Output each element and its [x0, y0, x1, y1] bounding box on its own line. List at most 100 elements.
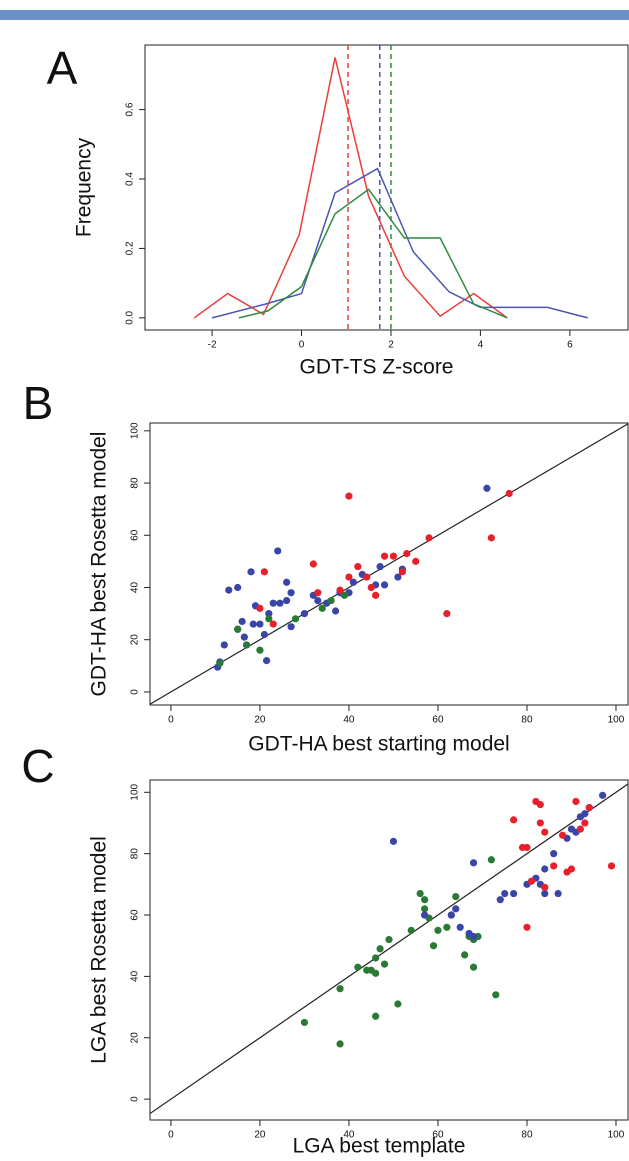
point	[536, 819, 544, 827]
point	[487, 534, 495, 542]
point	[283, 578, 291, 586]
point	[581, 810, 589, 818]
point	[492, 991, 500, 999]
identity-line	[150, 423, 628, 705]
point	[327, 596, 335, 605]
point	[421, 911, 429, 919]
point	[291, 615, 300, 623]
point	[256, 604, 264, 612]
point	[354, 563, 362, 571]
y-tick-label: 40	[130, 970, 141, 982]
y-axis-title: GDT-HA best Rosetta model	[88, 432, 111, 697]
point	[407, 926, 415, 934]
point	[380, 960, 389, 968]
point	[336, 1040, 344, 1048]
point	[247, 568, 255, 576]
point	[585, 804, 593, 812]
point	[469, 963, 478, 971]
y-tick-label: 0	[130, 1096, 141, 1102]
point	[429, 942, 438, 950]
point	[249, 620, 257, 628]
point	[372, 591, 380, 599]
point	[385, 935, 393, 944]
point	[510, 816, 518, 824]
point	[376, 563, 384, 571]
y-tick-label: 0	[130, 689, 141, 695]
point	[340, 591, 349, 599]
header-bar	[0, 10, 629, 20]
panel-label: C	[21, 740, 54, 792]
series-line	[193, 57, 508, 319]
series-line	[238, 188, 508, 319]
x-tick-label: 100	[608, 715, 625, 726]
point	[389, 552, 398, 560]
point	[256, 646, 264, 654]
y-tick-label: 0.4	[125, 172, 136, 186]
series-line	[211, 167, 588, 319]
point	[541, 889, 549, 898]
x-axis-title: LGA best template	[293, 1135, 466, 1158]
point	[558, 831, 567, 839]
plot-area	[150, 783, 628, 1115]
point	[349, 578, 357, 586]
point	[283, 596, 291, 605]
point	[367, 583, 375, 592]
x-tick-label: 4	[478, 340, 484, 351]
point	[505, 489, 513, 498]
point	[336, 586, 344, 594]
x-tick-label: 6	[567, 340, 573, 351]
point	[274, 547, 282, 555]
point	[238, 617, 246, 626]
point	[345, 573, 353, 581]
y-tick-label: 40	[130, 582, 141, 594]
y-axis-title: Frequency	[73, 137, 96, 237]
point	[318, 604, 326, 612]
point	[269, 620, 277, 628]
y-tick-label: 0.2	[125, 241, 136, 255]
x-tick-label: 80	[521, 715, 533, 726]
point	[240, 633, 248, 641]
point	[456, 923, 464, 931]
x-tick-label: 40	[343, 715, 355, 726]
point	[541, 883, 549, 892]
x-tick-label: 60	[432, 715, 444, 726]
plot-frame	[149, 422, 629, 706]
point	[483, 484, 491, 492]
point	[242, 641, 251, 649]
point	[216, 659, 224, 667]
x-axis-title: GDT-TS Z-score	[299, 356, 453, 379]
y-tick-label: 60	[130, 909, 141, 921]
y-tick-label: 20	[130, 634, 141, 646]
identity-line	[150, 783, 628, 1115]
panel-label: B	[23, 377, 54, 429]
x-tick-label: 80	[521, 1130, 533, 1141]
point	[572, 797, 580, 806]
point	[314, 589, 322, 597]
point	[234, 625, 242, 633]
point	[394, 573, 402, 581]
point	[263, 657, 271, 665]
point	[345, 492, 353, 500]
point	[287, 623, 295, 631]
point	[260, 630, 268, 639]
point	[607, 862, 616, 870]
point	[269, 599, 277, 607]
y-tick-label: 0.0	[125, 310, 136, 324]
point	[421, 896, 429, 904]
point	[501, 889, 509, 898]
point	[541, 865, 549, 873]
x-tick-label: 2	[388, 340, 394, 351]
point	[234, 583, 242, 592]
point	[380, 552, 389, 560]
point	[452, 893, 460, 901]
x-axis-title: GDT-HA best starting model	[248, 733, 509, 756]
point	[354, 963, 362, 971]
point	[372, 969, 380, 977]
x-tick-label: 0	[168, 715, 174, 726]
y-tick-label: 0.6	[125, 102, 136, 116]
point	[469, 859, 478, 867]
point	[309, 560, 317, 568]
plot-area	[193, 45, 588, 330]
